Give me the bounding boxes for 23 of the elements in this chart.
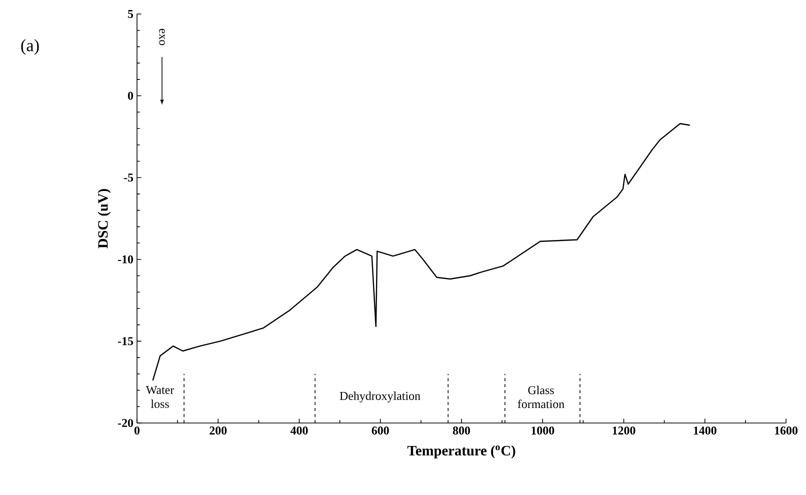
x-tick-label: 1600	[775, 426, 798, 435]
x-tick-label: 1400	[694, 426, 716, 435]
y-tick-label: -20	[118, 418, 134, 428]
line-series	[152, 123, 690, 382]
y-tick-label: -5	[124, 174, 134, 182]
y-tick-label: -10	[118, 255, 134, 264]
x-tick-label: 800	[452, 426, 470, 435]
y-tick-label: -15	[118, 337, 134, 346]
x-tick-label: 0	[134, 426, 140, 435]
x-axis-title: Temperature ($^{o}$C)	[407, 445, 516, 458]
y-tick-label: 0	[128, 92, 134, 100]
annotation: Water loss	[146, 386, 174, 408]
text: (a)	[21, 39, 39, 55]
y-tick-label: 5	[128, 10, 134, 18]
annotation: Dehydroxylation	[340, 392, 420, 402]
y-axis-title: DSC (uV)	[98, 189, 111, 248]
annotation: exo	[159, 28, 165, 46]
x-tick-label: 600	[372, 426, 389, 435]
x-tick-label: 200	[210, 426, 227, 435]
annotation: Glass formation	[518, 386, 564, 408]
x-tick-label: 1000	[532, 426, 554, 435]
x-tick-label: 1200	[612, 426, 636, 435]
x-tick-label: 400	[290, 426, 308, 435]
